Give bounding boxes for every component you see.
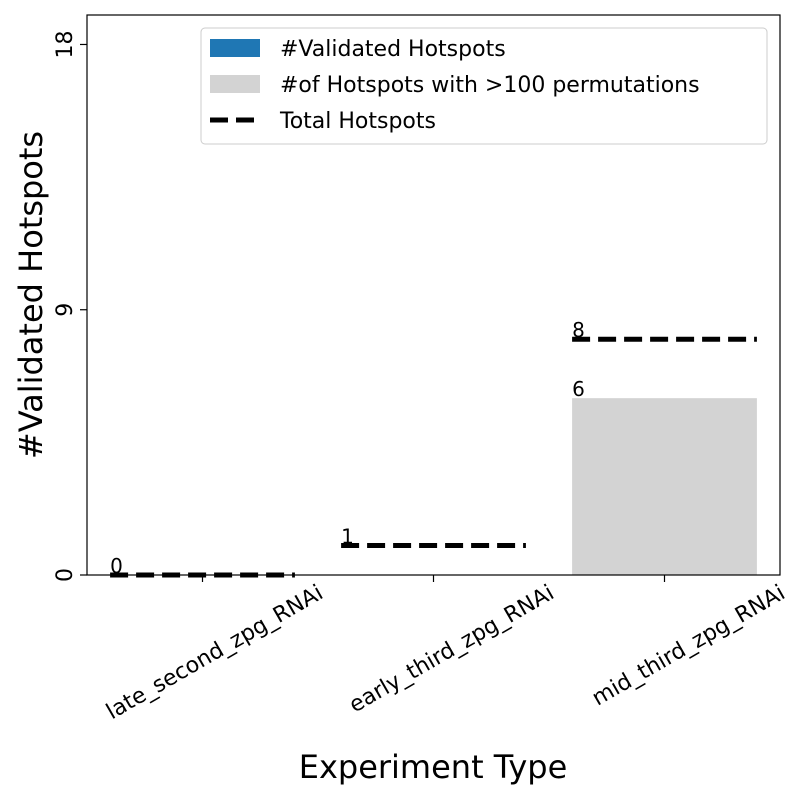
- y-tick-label: 0: [53, 568, 78, 582]
- x-axis-label: Experiment Type: [299, 748, 568, 786]
- legend-label: #of Hotspots with >100 permutations: [280, 73, 700, 98]
- legend-label: Total Hotspots: [279, 109, 436, 134]
- legend-swatch: [210, 39, 260, 57]
- data-label: 8: [572, 318, 585, 342]
- legend-box: [200, 27, 768, 145]
- legend-label: #Validated Hotspots: [280, 37, 506, 62]
- legend: #Validated Hotspots #of Hotspots with >10…: [200, 27, 768, 145]
- y-tick-label: 18: [53, 30, 78, 58]
- data-label: 1: [341, 525, 354, 549]
- permutation-bar: [572, 398, 757, 575]
- plot-area: 0 1 8 6: [110, 318, 757, 578]
- legend-swatch: [210, 75, 260, 93]
- data-label: 6: [572, 377, 585, 401]
- y-axis-label: #Validated Hotspots: [12, 131, 50, 459]
- data-label: 0: [110, 554, 123, 578]
- y-tick-label: 9: [53, 303, 78, 317]
